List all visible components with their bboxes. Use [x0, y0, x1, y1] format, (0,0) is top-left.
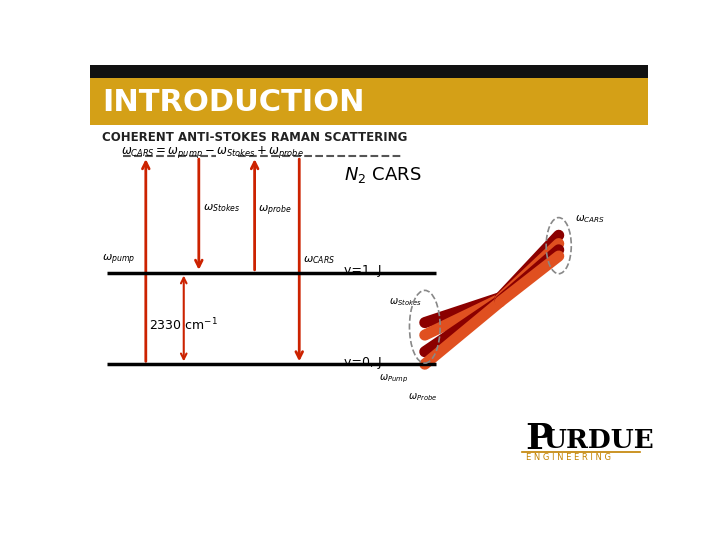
- Text: 2330 cm$^{-1}$: 2330 cm$^{-1}$: [148, 316, 217, 333]
- Text: $\omega_{Stokes}$: $\omega_{Stokes}$: [203, 202, 240, 214]
- FancyBboxPatch shape: [90, 78, 648, 125]
- Text: $\omega_{CARS}=\omega_{pump} - \omega_{Stokes}+\omega_{probe}$: $\omega_{CARS}=\omega_{pump} - \omega_{S…: [121, 144, 304, 160]
- Text: $\omega_{pump}$: $\omega_{pump}$: [102, 253, 136, 267]
- Text: COHERENT ANTI-STOKES RAMAN SCATTERING: COHERENT ANTI-STOKES RAMAN SCATTERING: [102, 131, 408, 144]
- FancyBboxPatch shape: [90, 65, 648, 78]
- Text: E N G I N E E R I N G: E N G I N E E R I N G: [526, 453, 611, 462]
- Text: $\omega_{Stokes}$: $\omega_{Stokes}$: [389, 296, 421, 308]
- Text: v=0, J: v=0, J: [344, 356, 382, 369]
- Text: $\omega_{CARS}$: $\omega_{CARS}$: [302, 254, 335, 266]
- Text: $N_2$ CARS: $N_2$ CARS: [344, 165, 421, 185]
- Text: $\omega_{CARS}$: $\omega_{CARS}$: [575, 213, 606, 225]
- Text: $\omega_{Probe}$: $\omega_{Probe}$: [408, 392, 438, 403]
- Text: $\omega_{Pump}$: $\omega_{Pump}$: [379, 373, 408, 385]
- Text: URDUE: URDUE: [543, 428, 654, 453]
- Text: v=1, J: v=1, J: [344, 264, 382, 277]
- Text: $\omega_{probe}$: $\omega_{probe}$: [258, 203, 292, 218]
- Text: INTRODUCTION: INTRODUCTION: [102, 87, 365, 117]
- Text: P: P: [526, 422, 552, 456]
